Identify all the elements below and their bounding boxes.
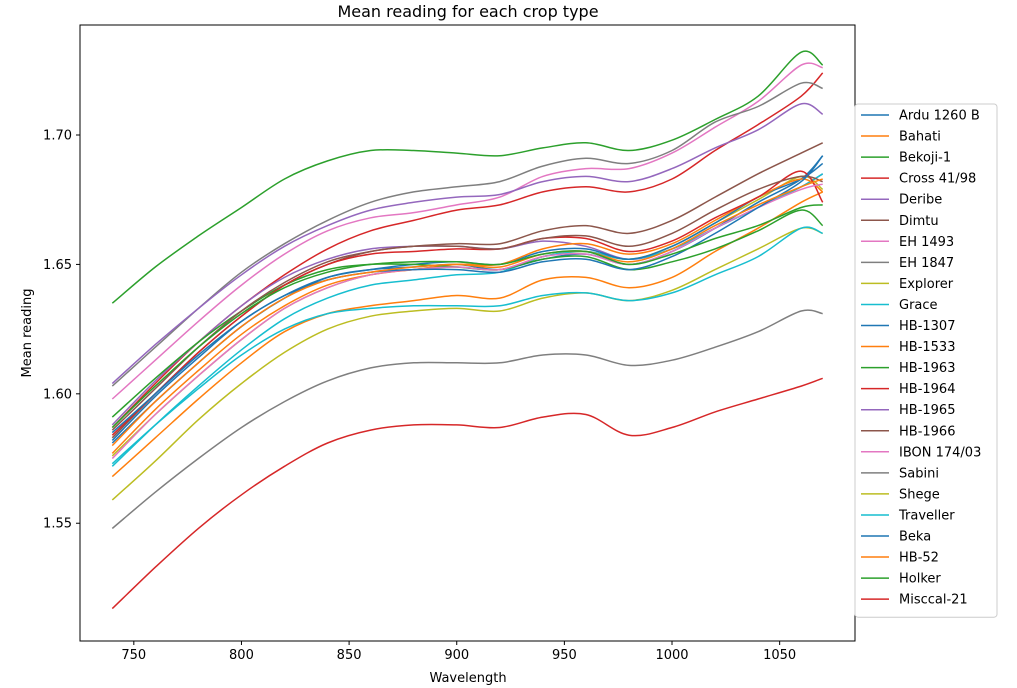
legend-entry: Misccal-21 [899, 593, 968, 608]
legend-entry: EH 1847 [899, 256, 954, 271]
series-line-8 [111, 175, 824, 457]
legend-box [854, 103, 998, 618]
y-tick-label: 1.55 [43, 517, 72, 532]
legend-entry: Holker [899, 572, 941, 587]
y-tick-label: 1.65 [43, 258, 72, 273]
series-line-13 [111, 170, 824, 436]
y-tick-label: 1.60 [43, 387, 72, 402]
series-line-6 [111, 62, 823, 400]
x-tick-label: 900 [444, 648, 469, 663]
legend-entry: Dimtu [899, 214, 939, 229]
series-line-17 [111, 309, 823, 529]
legend-entry: HB-1965 [899, 403, 955, 418]
legend-entry: Grace [899, 298, 938, 313]
series-line-20 [111, 155, 824, 434]
legend-entry: HB-1533 [899, 340, 955, 355]
series-line-18 [111, 226, 823, 501]
x-tick-label: 1050 [763, 648, 796, 663]
legend-entry: Ardu 1260 B [899, 109, 980, 124]
legend-entry: Cross 41/98 [899, 172, 976, 187]
legend-entry: Bekoji-1 [899, 151, 951, 166]
series-line-12 [111, 209, 824, 418]
legend-entry: Sabini [899, 466, 939, 481]
series-line-23 [111, 377, 823, 610]
y-axis-ticks: 1.55 1.60 1.65 1.70 [43, 129, 80, 532]
legend-entry: HB-1964 [899, 382, 955, 397]
y-axis-label: Mean reading [20, 289, 35, 378]
x-axis-ticks: 750 800 850 900 950 1000 1050 [121, 641, 796, 663]
plot-area-frame [79, 24, 856, 642]
series-line-4 [111, 173, 824, 426]
x-tick-label: 1000 [655, 648, 688, 663]
series-line-2 [111, 50, 824, 304]
legend-entry: Bahati [899, 130, 941, 145]
series-line-22 [111, 204, 823, 429]
legend-entry: HB-1966 [899, 424, 955, 439]
x-tick-label: 800 [229, 648, 254, 663]
legend-entry: Traveller [898, 508, 955, 523]
x-tick-label: 750 [121, 648, 146, 663]
legend-entry: Beka [899, 530, 931, 545]
legend-entry: HB-1307 [899, 319, 955, 334]
legend-entry: HB-1963 [899, 361, 955, 376]
series-line-15 [111, 175, 823, 431]
series-line-19 [111, 226, 823, 465]
legend-entry: EH 1493 [899, 235, 954, 250]
series-line-21 [111, 178, 823, 447]
series-line-7 [111, 81, 823, 387]
series-line-11 [111, 178, 824, 454]
legend-entry: IBON 174/03 [899, 445, 981, 460]
series-line-0 [111, 155, 824, 444]
legend-entry: Shege [899, 487, 940, 502]
series-line-16 [111, 183, 823, 460]
legend-entry: Deribe [899, 193, 942, 208]
x-axis-label: Wavelength [429, 671, 506, 686]
legend-entry: Explorer [899, 277, 954, 292]
x-tick-label: 850 [337, 648, 362, 663]
series-line-14 [111, 102, 824, 385]
x-tick-label: 950 [552, 648, 577, 663]
series-line-1 [111, 191, 824, 478]
series-layer [111, 50, 824, 610]
y-tick-label: 1.70 [43, 129, 72, 144]
series-line-10 [111, 162, 824, 441]
legend: Ardu 1260 B Bahati Bekoji-1 Cross 41/98 … [854, 103, 998, 618]
legend-entry: HB-52 [899, 551, 939, 566]
chart-title: Mean reading for each crop type [337, 2, 598, 21]
